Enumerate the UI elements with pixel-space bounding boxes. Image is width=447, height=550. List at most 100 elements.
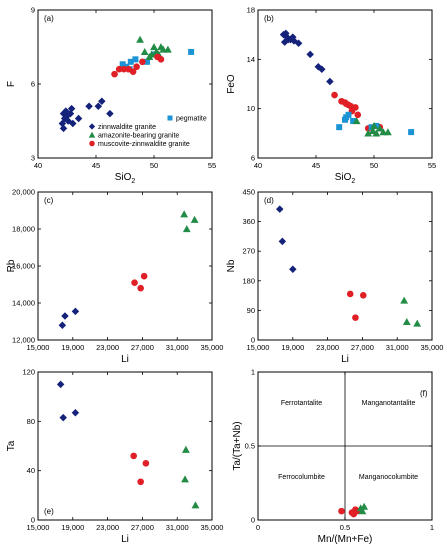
data-point-muscovite <box>137 284 144 292</box>
legend-marker-pegmatite <box>167 115 173 121</box>
data-point-amazonite <box>180 210 189 218</box>
panel-label: (a) <box>44 14 54 23</box>
data-point-pegmatite <box>408 129 415 136</box>
panel-label: (d) <box>264 196 274 205</box>
data-point-pegmatite <box>119 61 126 68</box>
data-point-muscovite <box>139 58 146 66</box>
data-point-muscovite <box>111 70 118 78</box>
data-point-pegmatite <box>336 124 343 131</box>
panel-label: (e) <box>44 507 54 516</box>
x-tick-label: 35,000 <box>201 343 224 352</box>
data-point-amazonite <box>375 124 384 132</box>
y-axis-label: Ta <box>6 440 17 451</box>
data-point-muscovite <box>338 507 345 515</box>
plot-frame <box>257 191 433 341</box>
data-point-zinnwaldite <box>56 380 65 389</box>
x-tick-label: 15,000 <box>27 523 50 532</box>
data-point-amazonite <box>182 445 190 453</box>
data-point-muscovite <box>359 291 367 299</box>
x-axis-label-main: SiO <box>335 172 352 183</box>
x-tick-label: 23,000 <box>316 343 339 352</box>
data-point-pegmatite <box>123 63 130 70</box>
data-point-pegmatite <box>188 48 195 55</box>
y-tick-label: 12,000 <box>12 336 35 345</box>
plot-frame <box>257 9 433 159</box>
data-point-zinnwaldite <box>67 104 76 113</box>
data-point-zinnwaldite <box>69 119 77 128</box>
y-tick-label: 3 <box>31 154 35 163</box>
data-point-pegmatite <box>144 58 151 65</box>
legend-label: amazonite-bearing granite <box>98 133 179 140</box>
panel-label: (c) <box>44 196 54 205</box>
x-tick-label: 40 <box>254 161 262 170</box>
data-point-amazonite <box>402 318 411 326</box>
x-axis-label-main: Li <box>341 354 349 365</box>
x-tick-label: 19,000 <box>61 523 84 532</box>
x-tick-label: 23,000 <box>96 343 119 352</box>
x-tick-label: 35,000 <box>201 523 224 532</box>
x-tick-label: 31,000 <box>166 343 189 352</box>
data-point-amazonite <box>182 225 191 233</box>
y-tick-label: 6 <box>251 154 255 163</box>
x-tick-label: 23,000 <box>96 523 119 532</box>
region-label: Manganotantalite <box>362 400 416 407</box>
region-label: Ferrotantalite <box>281 400 322 407</box>
data-point-zinnwaldite <box>276 205 284 213</box>
x-axis-label: Li <box>341 354 349 365</box>
x-axis-label-subscript: 2 <box>351 178 355 185</box>
data-point-amazonite <box>136 35 144 43</box>
x-axis-label-main: SiO <box>115 172 132 183</box>
data-point-muscovite <box>129 68 137 75</box>
data-point-zinnwaldite <box>71 408 80 417</box>
data-point-pegmatite <box>127 58 134 65</box>
legend-label: zinnwaldite granite <box>98 124 156 131</box>
x-tick-label: 0 <box>256 523 260 532</box>
data-point-zinnwaldite <box>59 413 67 422</box>
x-tick-label: 15,000 <box>247 343 270 352</box>
y-tick-label: 18,000 <box>12 225 35 234</box>
data-point-amazonite <box>384 128 392 136</box>
data-point-zinnwaldite <box>306 50 314 59</box>
x-axis-label-subscript: 2 <box>131 178 135 185</box>
x-axis-label-main: Mn/(Mn+Fe) <box>318 534 373 545</box>
y-tick-label: 90 <box>247 306 255 315</box>
data-point-zinnwaldite <box>62 107 70 115</box>
data-point-zinnwaldite <box>318 65 326 73</box>
data-point-amazonite <box>400 296 409 304</box>
y-axis-label: F <box>6 81 17 87</box>
data-point-muscovite <box>331 91 338 99</box>
data-point-amazonite <box>150 43 158 51</box>
y-tick-label: 6 <box>31 80 35 89</box>
y-tick-label: 40 <box>27 466 35 475</box>
data-point-zinnwaldite <box>74 114 83 123</box>
y-axis-label: Nb <box>226 259 237 272</box>
x-tick-label: 27,000 <box>131 523 154 532</box>
y-tick-label: 0.5 <box>245 442 255 451</box>
y-tick-label: 9 <box>31 6 35 15</box>
y-tick-label: 360 <box>242 217 255 226</box>
data-point-muscovite <box>137 478 144 486</box>
data-point-amazonite <box>352 117 361 125</box>
y-tick-label: 450 <box>242 188 255 197</box>
data-point-muscovite <box>350 510 358 518</box>
data-point-muscovite <box>131 279 138 286</box>
data-point-zinnwaldite <box>326 77 334 86</box>
y-tick-label: 14,000 <box>12 299 35 308</box>
x-axis-label-main: Li <box>121 534 129 545</box>
data-point-zinnwaldite <box>289 265 297 274</box>
data-point-zinnwaldite <box>94 102 103 110</box>
data-point-zinnwaldite <box>71 307 80 316</box>
panel-label: (b) <box>264 14 274 23</box>
x-tick-label: 19,000 <box>61 343 84 352</box>
data-point-muscovite <box>130 452 137 460</box>
y-tick-label: 120 <box>22 368 35 377</box>
x-tick-label: 27,000 <box>351 343 374 352</box>
legend-label: muscovite-zinnwaldite granite <box>98 141 190 148</box>
x-tick-label: 40 <box>34 161 42 170</box>
y-tick-label: 16,000 <box>12 262 35 271</box>
x-tick-label: 19,000 <box>281 343 304 352</box>
data-point-muscovite <box>120 65 128 73</box>
y-tick-label: 20,000 <box>12 188 35 197</box>
data-point-zinnwaldite <box>58 119 67 128</box>
